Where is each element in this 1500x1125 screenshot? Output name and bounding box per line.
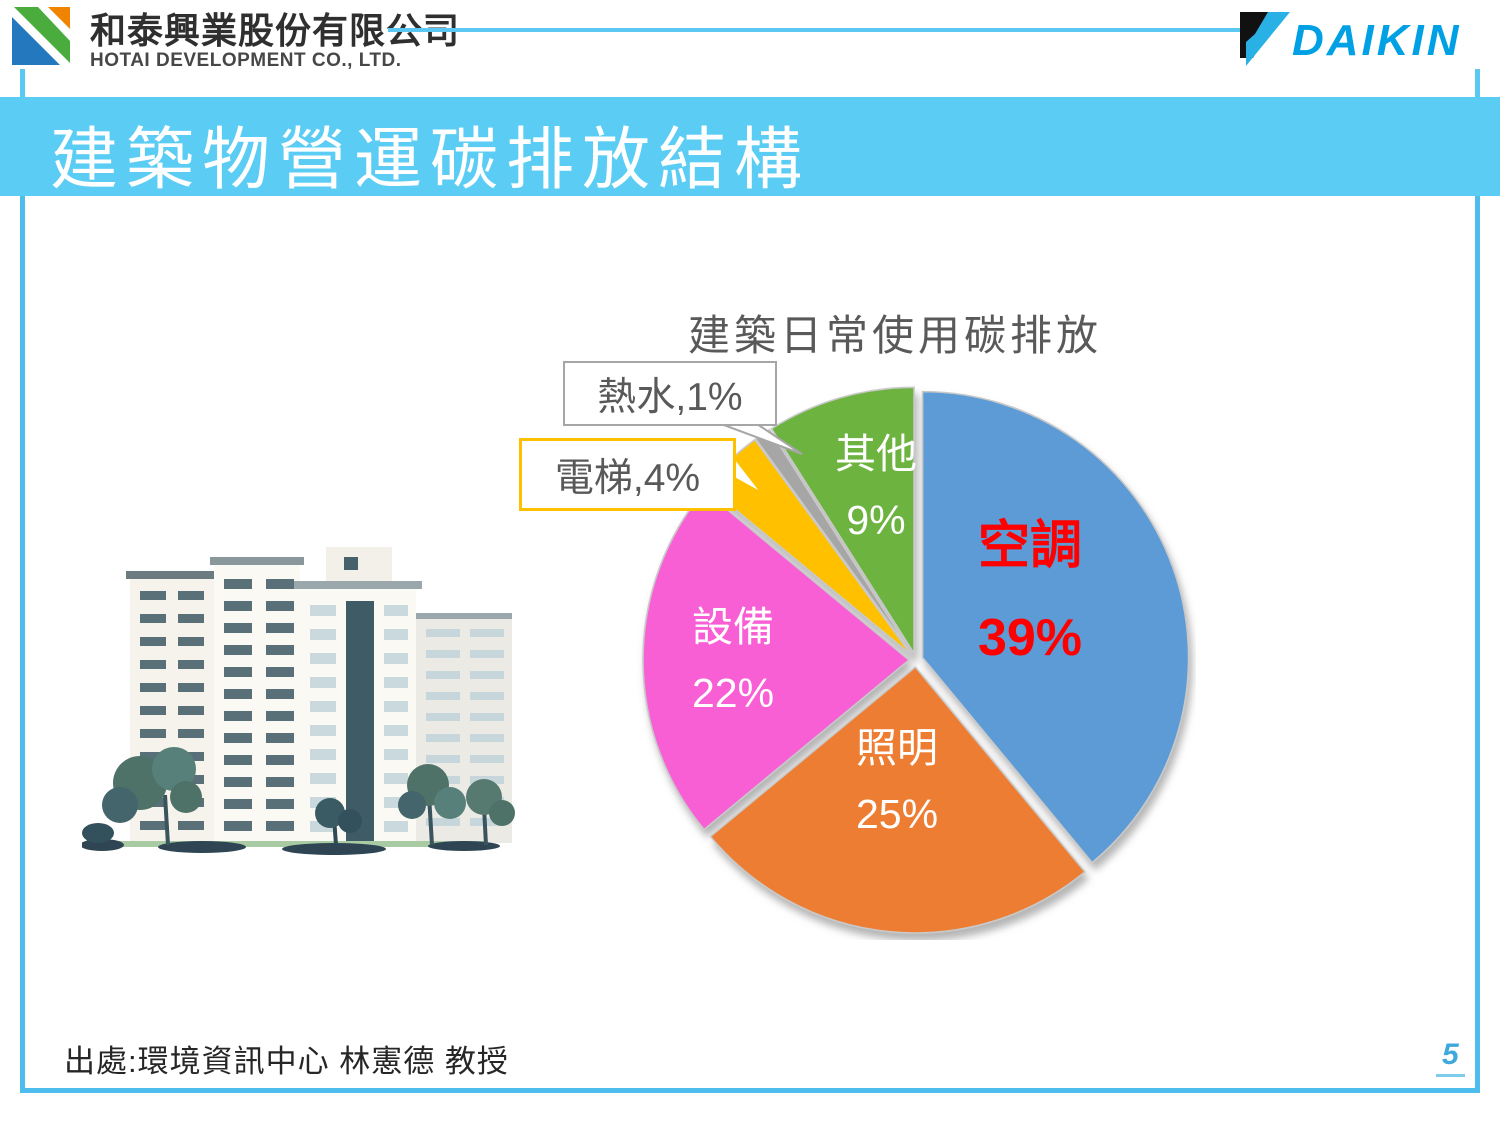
pie-slice-其他	[770, 386, 915, 657]
hotai-name-en: HOTAI DEVELOPMENT CO., LTD.	[90, 50, 402, 71]
hotwater-callout: 熱水,1%	[563, 361, 777, 426]
frame-top-tick-right	[1475, 69, 1480, 97]
building-illustration	[82, 547, 515, 855]
page-title: 建築物營運碳排放結構	[50, 122, 811, 198]
pie-label-lighting: 照明 25%	[855, 725, 939, 837]
header-divider-line	[388, 28, 1240, 32]
pie-slice-空調	[921, 390, 1190, 864]
pie-chart	[642, 386, 1190, 934]
elevator-callout-label: 電梯,4%	[554, 456, 701, 500]
frame-border-right	[1475, 97, 1480, 1092]
daikin-wordmark: DAIKIN	[1292, 16, 1462, 65]
pie-label-other: 其他 9%	[835, 431, 917, 543]
hotwater-callout-label: 熱水,1%	[597, 375, 743, 419]
frame-border-bottom	[20, 1088, 1480, 1093]
title-banner	[0, 97, 1500, 196]
page-number: 5	[1436, 1038, 1465, 1077]
pie-label-aircon: 空調 39%	[977, 517, 1083, 667]
source-citation: 出處:環境資訊中心 林憲德 教授	[64, 1044, 509, 1079]
pie-slice-設備	[642, 489, 911, 831]
daikin-logo-icon	[1240, 12, 1290, 66]
pie-label-equipment: 設備 22%	[691, 604, 775, 716]
hotai-logo-icon	[12, 7, 70, 65]
hotai-company-name: 和泰興業股份有限公司 HOTAI DEVELOPMENT CO., LTD.	[90, 12, 460, 72]
chart-title: 建築日常使用碳排放	[687, 312, 1102, 359]
frame-border-left	[20, 97, 25, 1092]
elevator-callout: 電梯,4%	[519, 438, 736, 511]
frame-top-tick-left	[20, 69, 25, 97]
pie-slice-照明	[709, 665, 1087, 934]
